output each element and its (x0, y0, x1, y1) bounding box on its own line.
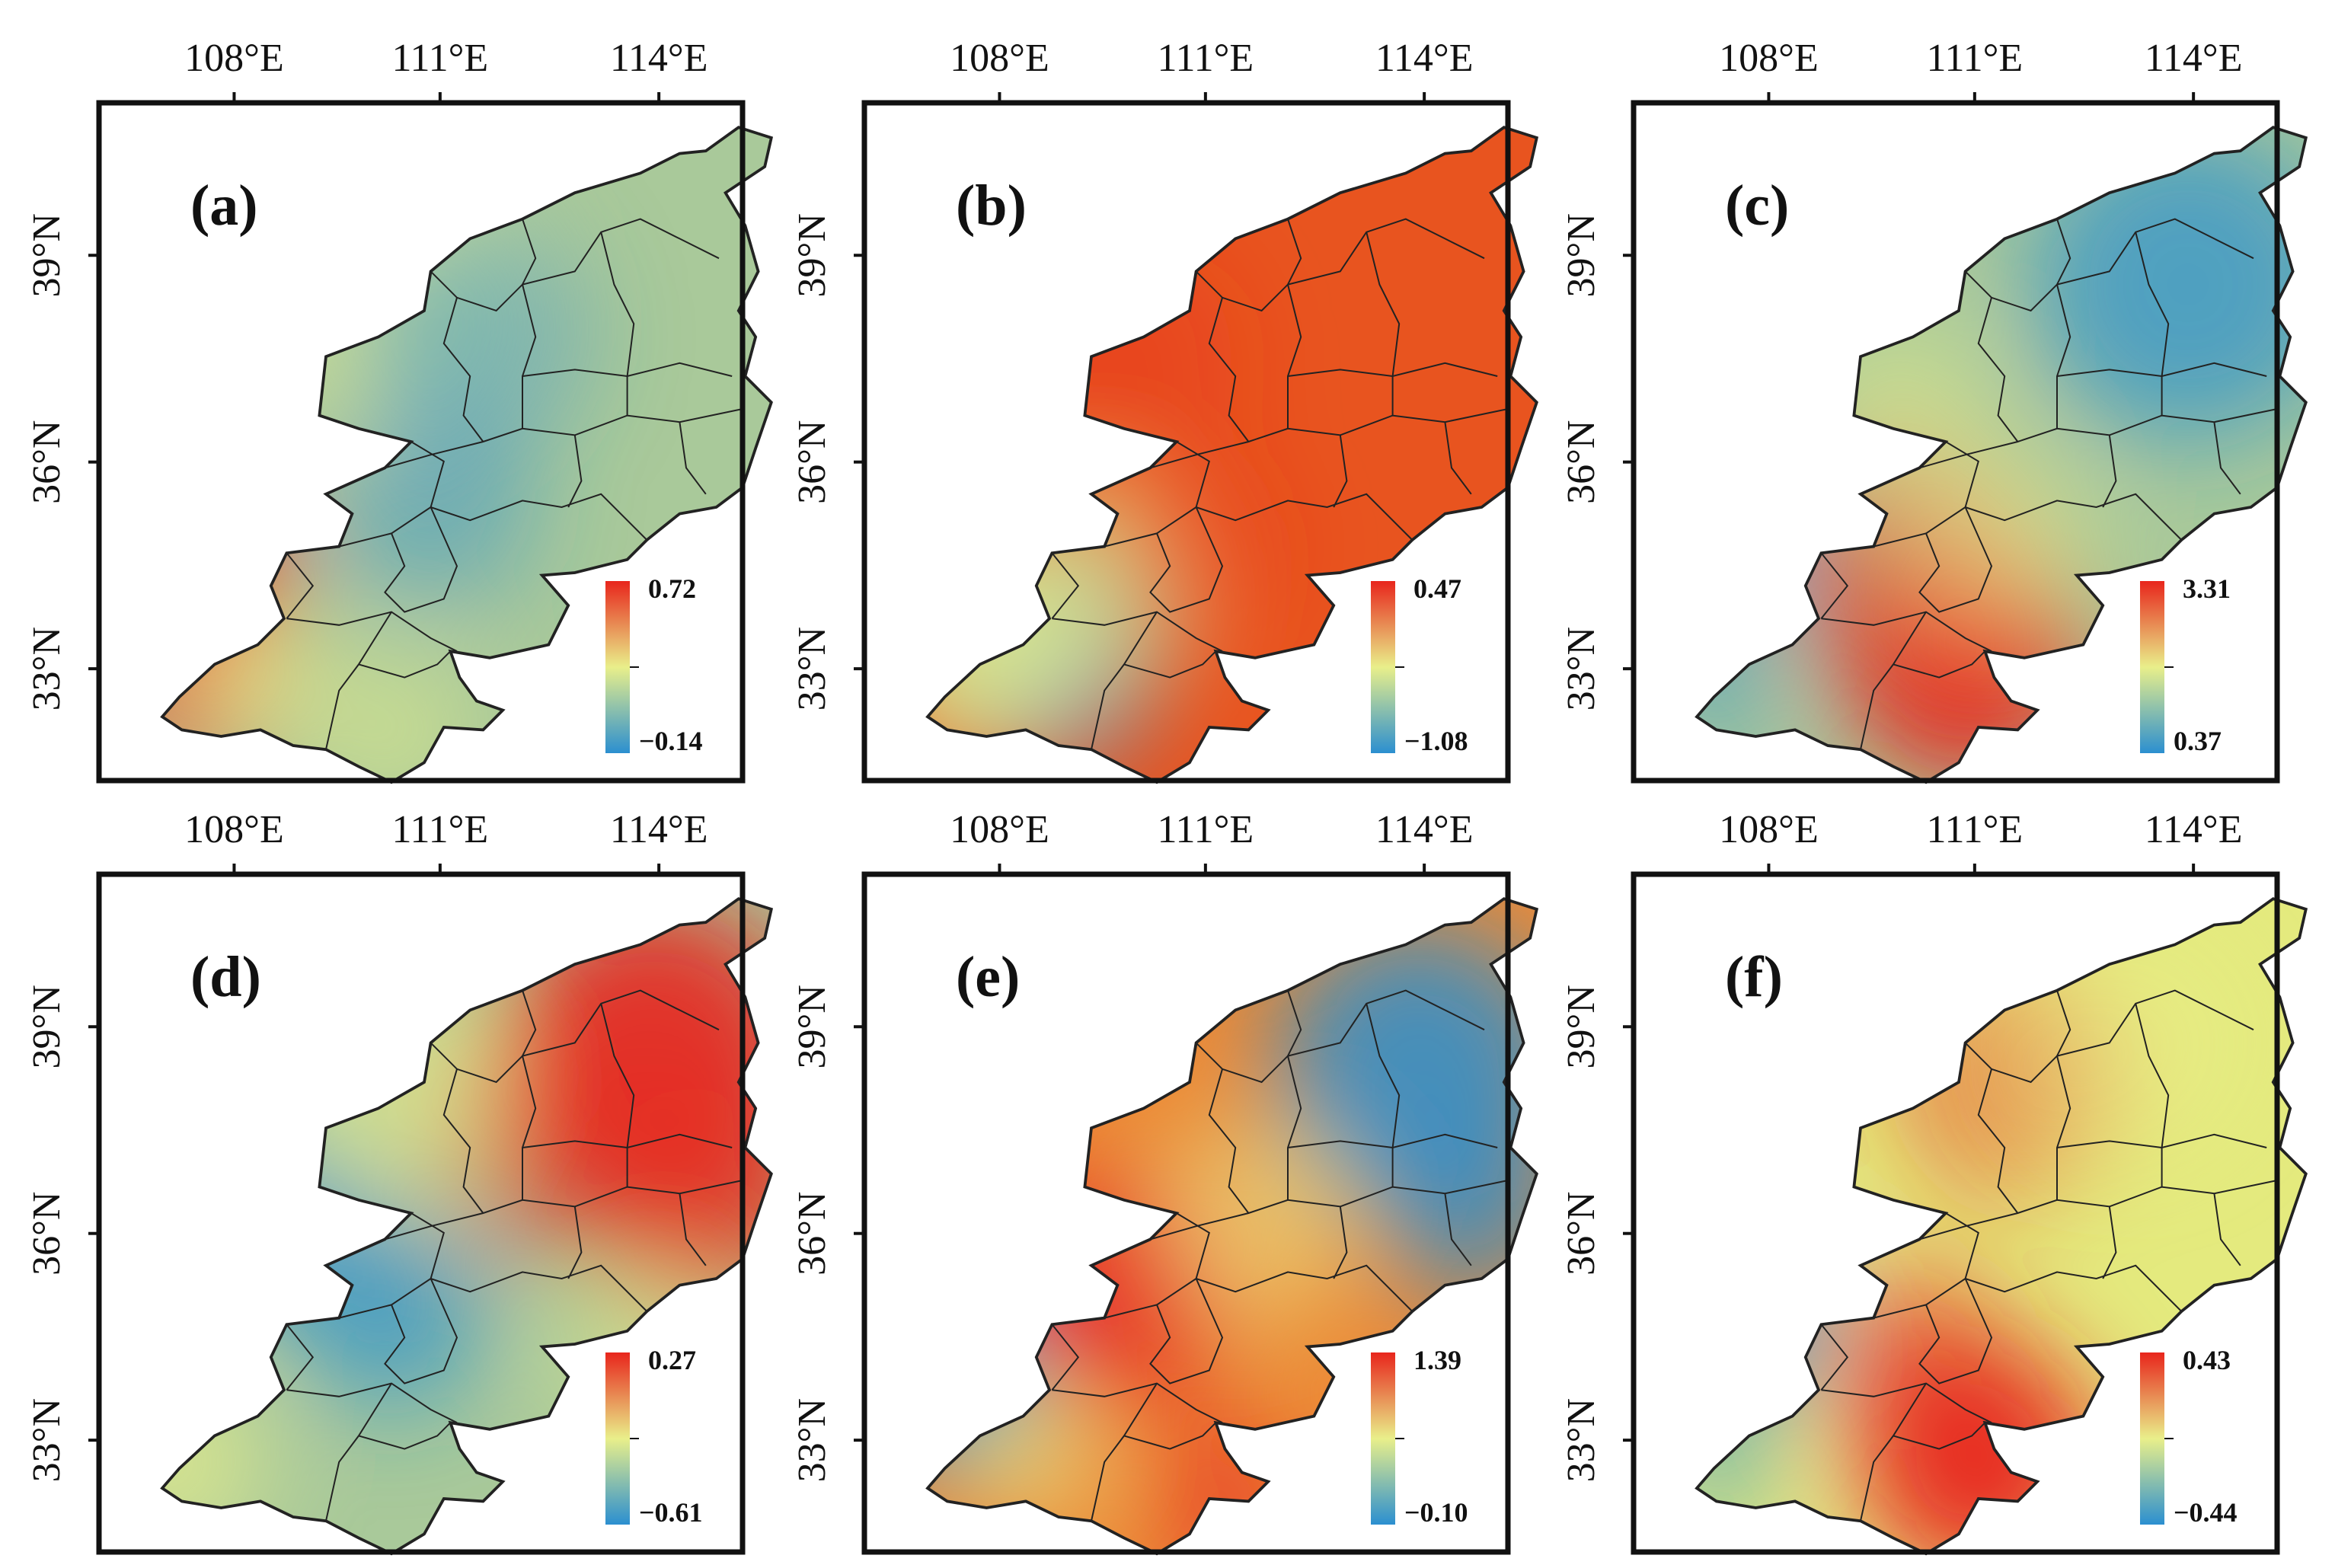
lat-tick-label: 39°N (791, 213, 834, 297)
map-panel: 108°E 111°E 114°E 39°N 36°N 33°N (e) 1.39 −0.10 (791, 808, 1538, 1556)
lat-tick-label: 39°N (1560, 213, 1603, 297)
legend-colorbar (1371, 1352, 1395, 1525)
panel-label: (d) (190, 945, 261, 1009)
lat-tick-label: 33°N (791, 627, 834, 711)
lon-tick-label: 114°E (1375, 37, 1474, 80)
panel-frame (1631, 100, 2280, 784)
lat-tick-label: 36°N (791, 420, 834, 504)
legend-min: −1.08 (1404, 726, 1468, 756)
lon-tick-label: 111°E (1157, 37, 1254, 80)
legend-colorbar (2140, 581, 2164, 753)
lat-tick-label: 39°N (25, 985, 69, 1068)
panel-label: (f) (1725, 945, 1783, 1009)
lon-tick-label: 108°E (184, 808, 284, 851)
lat-tick-label: 36°N (1560, 1192, 1603, 1276)
lon-tick-label: 111°E (1926, 808, 2023, 851)
panel-label: (b) (956, 174, 1027, 238)
legend-max: 0.47 (1413, 573, 1461, 604)
legend-colorbar (605, 1352, 630, 1525)
lon-tick-label: 108°E (950, 37, 1049, 80)
lon-tick-label: 114°E (2145, 808, 2243, 851)
map-panel: 108°E 111°E 114°E 39°N 36°N 33°N (c) 3.31 0.37 (1560, 37, 2308, 784)
legend-max: 0.72 (648, 573, 696, 604)
legend-colorbar (605, 581, 630, 753)
lon-tick-label: 108°E (1719, 808, 1819, 851)
lat-tick-label: 33°N (25, 1398, 69, 1482)
legend-min: 0.37 (2174, 726, 2222, 756)
legend-min: −0.10 (1404, 1497, 1468, 1528)
lon-tick-label: 108°E (184, 37, 284, 80)
legend-max: 0.27 (648, 1345, 696, 1375)
lon-tick-label: 114°E (610, 808, 708, 851)
lon-tick-label: 108°E (950, 808, 1049, 851)
panel-label: (c) (1725, 174, 1789, 238)
lon-tick-label: 108°E (1719, 37, 1819, 80)
panel-frame (861, 871, 1511, 1555)
panel-frame (1631, 871, 2280, 1555)
legend-colorbar (2140, 1352, 2164, 1525)
lat-tick-label: 36°N (25, 1192, 69, 1276)
panel-label: (e) (956, 945, 1020, 1009)
panel-frame (96, 871, 746, 1555)
lat-tick-label: 39°N (25, 213, 69, 297)
lon-tick-label: 111°E (391, 37, 488, 80)
lat-tick-label: 36°N (25, 420, 69, 504)
lat-tick-label: 33°N (1560, 627, 1603, 711)
legend-min: −0.14 (639, 726, 703, 756)
lon-tick-label: 114°E (1375, 808, 1474, 851)
lat-tick-label: 33°N (791, 1398, 834, 1482)
lat-tick-label: 39°N (1560, 985, 1603, 1068)
legend-max: 0.43 (2183, 1345, 2231, 1375)
panel-label: (a) (190, 174, 258, 238)
lat-tick-label: 36°N (791, 1192, 834, 1276)
lat-tick-label: 33°N (25, 627, 69, 711)
panel-frame (96, 100, 746, 784)
lon-tick-label: 111°E (1157, 808, 1254, 851)
map-panel: 108°E 111°E 114°E 39°N 36°N 33°N (d) 0.27 −0.61 (25, 808, 773, 1556)
lat-tick-label: 36°N (1560, 420, 1603, 504)
legend-min: −0.61 (639, 1497, 703, 1528)
legend-max: 3.31 (2183, 573, 2231, 604)
legend-max: 1.39 (1413, 1345, 1461, 1375)
map-panel: 108°E 111°E 114°E 39°N 36°N 33°N (b) 0.47 −1.08 (791, 37, 1538, 784)
lon-tick-label: 114°E (610, 37, 708, 80)
lat-tick-label: 33°N (1560, 1398, 1603, 1482)
panel-frame (861, 100, 1511, 784)
legend-colorbar (1371, 581, 1395, 753)
map-panel: 108°E 111°E 114°E 39°N 36°N 33°N (a) 0.72 −0.14 (25, 37, 773, 784)
map-panel: 108°E 111°E 114°E 39°N 36°N 33°N (f) 0.43 −0.44 (1560, 808, 2308, 1556)
lon-tick-label: 114°E (2145, 37, 2243, 80)
lon-tick-label: 111°E (1926, 37, 2023, 80)
lat-tick-label: 39°N (791, 985, 834, 1068)
legend-min: −0.44 (2174, 1497, 2238, 1528)
study-region (161, 897, 773, 1556)
lon-tick-label: 111°E (391, 808, 488, 851)
